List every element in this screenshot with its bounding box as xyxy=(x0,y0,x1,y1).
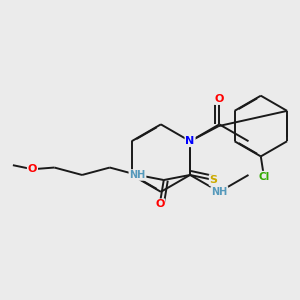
Text: O: O xyxy=(214,94,224,104)
Text: O: O xyxy=(28,164,37,174)
Text: Cl: Cl xyxy=(259,172,270,182)
Text: S: S xyxy=(210,175,218,185)
Text: NH: NH xyxy=(211,187,227,197)
Text: N: N xyxy=(185,136,195,146)
Text: O: O xyxy=(155,199,164,209)
Text: NH: NH xyxy=(129,170,146,180)
